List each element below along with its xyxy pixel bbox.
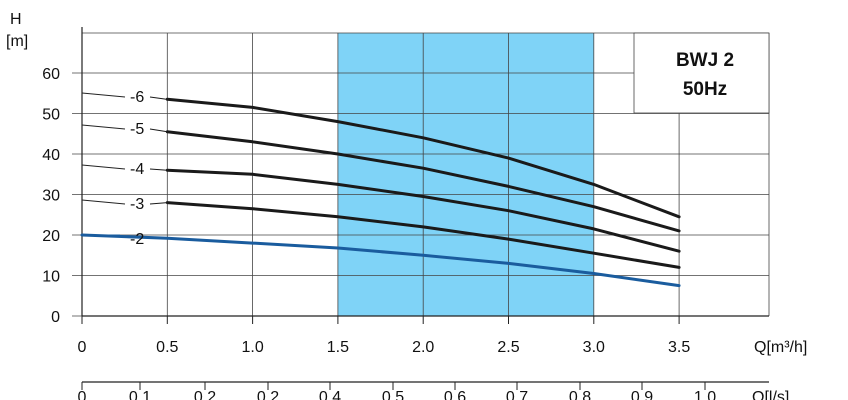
y-tick-label: 20 [42, 228, 60, 245]
x-tick-label: 0.5 [156, 339, 178, 356]
pump-curve-stage-5 [165, 130, 681, 233]
x2-tick-label: 0.7 [506, 389, 528, 400]
curve-connector [149, 168, 168, 171]
curve-label: -3 [130, 196, 144, 213]
curve-label: -2 [130, 231, 144, 248]
curve-leader [81, 124, 126, 130]
x-tick-label: 0 [78, 339, 87, 356]
pump-curve-stage-6 [165, 97, 681, 219]
x2-tick-label: 0.2 [194, 389, 216, 400]
curve-connector [149, 128, 168, 133]
y-tick-label: 40 [42, 147, 60, 164]
y-tick-label: 10 [42, 269, 60, 286]
x2-tick-label: 0.6 [444, 389, 466, 400]
curve-label: -6 [130, 89, 144, 106]
x2-tick-label: 0.2 [257, 389, 279, 400]
x2-tick-label: 0.8 [569, 389, 591, 400]
y-tick-label: 60 [42, 66, 60, 83]
y-tick-label: 0 [51, 309, 60, 326]
x2-tick-label: 0 [78, 389, 87, 400]
curve-leader [81, 164, 126, 170]
x-axis-label-m3h: Q[m³/h] [754, 339, 807, 356]
curve-connector [149, 96, 168, 100]
y-axis-label: H [10, 11, 22, 28]
y-tick-label: 30 [42, 188, 60, 205]
recommended-range [337, 33, 594, 316]
x2-tick-label: 0.9 [631, 389, 653, 400]
x2-tick-label: 1.0 [694, 389, 716, 400]
x-tick-label: 1.0 [241, 339, 263, 356]
pump-curve-stage-2 [80, 233, 681, 288]
curve-label: -4 [130, 161, 144, 178]
x2-axis-label: Q[l/s] [752, 389, 789, 400]
x-tick-label: 3.5 [668, 339, 690, 356]
curve-leader [81, 92, 126, 98]
chart-title-model: BWJ 2 [676, 50, 734, 71]
x-tick-label: 2.0 [412, 339, 434, 356]
curve-connector [149, 202, 168, 205]
curve-leader [81, 199, 126, 205]
x2-tick-label: 0.4 [319, 389, 341, 400]
title-box [633, 32, 770, 114]
x-tick-label: 1.5 [327, 339, 349, 356]
x-tick-label: 2.5 [497, 339, 519, 356]
curve-label: -5 [130, 121, 144, 138]
x2-tick-label: 0.5 [382, 389, 404, 400]
x-tick-label: 3.0 [583, 339, 605, 356]
pump-curve-stage-4 [165, 168, 681, 253]
y-axis-unit: [m] [6, 33, 28, 50]
pump-curve-stage-3 [165, 201, 681, 269]
x2-tick-label: 0.1 [129, 389, 151, 400]
y-tick-label: 50 [42, 107, 60, 124]
chart-title-frequency: 50Hz [683, 79, 727, 100]
